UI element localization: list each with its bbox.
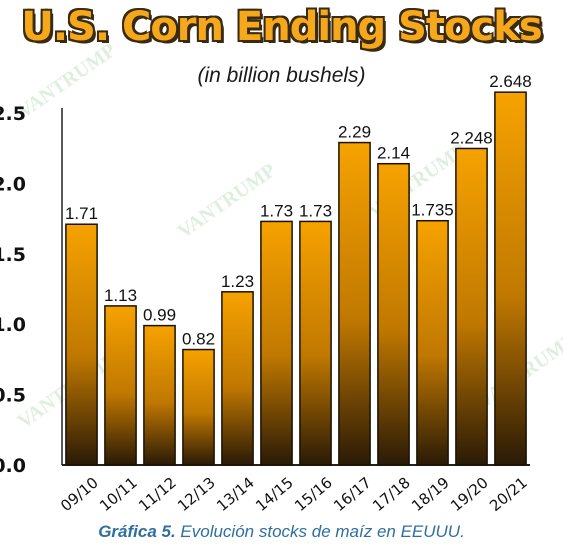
bar — [143, 324, 176, 466]
x-tick-label: 14/15 — [252, 473, 297, 515]
data-label: 1.13 — [104, 286, 137, 305]
bar-chart: 1.71 1.13 0.99 0.82 1.23 1.73 1.73 2.29 2.14 1.73… — [0, 72, 532, 515]
data-label: 2.14 — [377, 144, 410, 163]
y-tick-label: 1.5 — [0, 244, 26, 266]
bar — [455, 147, 488, 466]
x-tick-label: 20/21 — [486, 473, 531, 515]
bar — [65, 223, 98, 466]
data-label: 1.23 — [221, 272, 254, 291]
data-label: 0.99 — [143, 306, 176, 325]
x-tick-label: 11/12 — [135, 473, 180, 515]
x-tick-label: 18/19 — [408, 473, 453, 515]
y-tick-label: 2.0 — [0, 173, 26, 195]
figure-caption: Gráfica 5. Evolución stocks de maíz en E… — [0, 522, 563, 542]
bar — [104, 305, 137, 466]
data-label: 1.735 — [411, 201, 454, 220]
bar — [494, 91, 527, 466]
bar — [377, 162, 410, 466]
x-tick-label: 12/13 — [174, 473, 219, 515]
bar — [299, 220, 332, 466]
x-tick-label: 19/20 — [447, 473, 492, 515]
y-tick-label: 0.0 — [0, 455, 26, 477]
data-label: 1.71 — [65, 204, 98, 223]
x-tick-label: 10/11 — [96, 473, 141, 515]
x-tick-label: 13/14 — [213, 473, 258, 515]
bar — [260, 220, 293, 466]
chart-title: U.S. Corn Ending Stocks — [21, 4, 542, 50]
y-tick-labels: 0.0 0.5 1.0 1.5 2.0 2.5 — [0, 103, 26, 477]
x-tick-labels: 09/1010/1111/1212/1313/1414/1515/1616/17… — [57, 473, 531, 515]
data-labels: 1.71 1.13 0.99 0.82 1.23 1.73 1.73 2.29 2.14 1.73… — [65, 72, 532, 348]
y-tick-label: 1.0 — [0, 314, 26, 336]
axes — [61, 108, 530, 466]
data-label: 1.73 — [299, 201, 332, 220]
caption-label: Gráfica 5. — [98, 522, 176, 541]
data-label: 1.73 — [260, 201, 293, 220]
y-tick-label: 2.5 — [0, 103, 26, 125]
x-tick-label: 09/10 — [57, 473, 102, 515]
bars — [65, 91, 527, 466]
data-label: 2.29 — [338, 123, 371, 142]
bar — [182, 348, 215, 466]
x-tick-label: 15/16 — [291, 473, 336, 515]
data-label: 0.82 — [182, 330, 215, 349]
x-tick-label: 16/17 — [330, 473, 375, 515]
bar — [416, 219, 449, 466]
data-label: 2.648 — [489, 72, 532, 91]
chart-subtitle: (in billion bushels) — [197, 64, 366, 87]
y-tick-label: 0.5 — [0, 385, 26, 407]
caption-text: Evolución stocks de maíz en EEUUU. — [175, 522, 465, 541]
bar — [338, 141, 371, 466]
x-tick-label: 17/18 — [369, 473, 414, 515]
bar — [221, 291, 254, 466]
data-label: 2.248 — [450, 128, 493, 147]
